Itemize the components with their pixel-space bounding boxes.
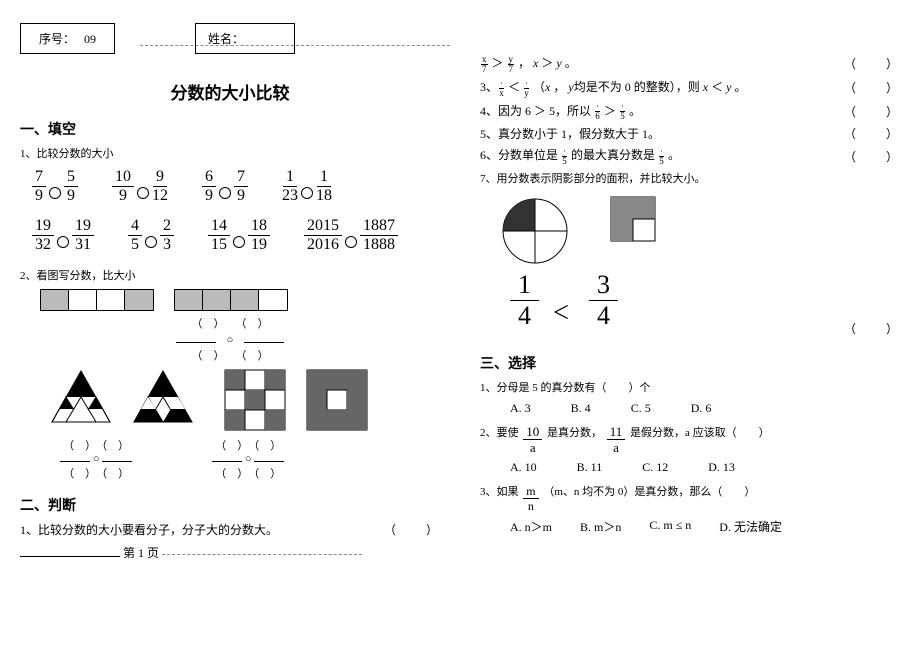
frac-pair: 7959	[30, 169, 80, 204]
big-frac-a: 14	[510, 272, 539, 329]
frac-pair: 2015201618871888	[302, 218, 400, 253]
opt: D. 13	[708, 460, 735, 475]
strip-answer-row: （ ） （ ） ○ （ ） （ ）	[20, 315, 440, 363]
lt-sign: ＜	[552, 299, 570, 325]
r-item-4: 4、因为 6 ＞ 5，所以 ·6 ＞ ·5 。（ ）	[480, 102, 900, 122]
compare-circle	[49, 187, 61, 199]
small-square-icon	[610, 196, 656, 242]
r-item-7: 7、用分数表示阴影部分的面积，并比较大小。	[480, 170, 900, 186]
name-box: 姓名：	[195, 23, 295, 54]
s3-text: 3、如果 mn （m、n 均不为 0）是真分数，那么（ ）	[480, 483, 900, 512]
strips-row	[40, 289, 440, 311]
square-b	[306, 369, 368, 431]
q1-label: 1、比较分数的大小	[20, 145, 440, 161]
page-title: 分数的大小比较	[20, 79, 440, 104]
opt: C. m ≤ n	[649, 518, 691, 535]
s1-opts: A. 3 B. 4 C. 5 D. 6	[510, 401, 900, 416]
section-3-title: 三、选择	[480, 353, 900, 373]
shape-answer-row: （ ） （ ） ○ （ ） （ ） （ ） （ ） ○ （ ） （ ）	[60, 435, 440, 483]
pie-sq-row	[500, 196, 900, 266]
tri-sq-row	[50, 369, 440, 431]
s2-opts: A. 10 B. 11 C. 12 D. 13	[510, 460, 900, 475]
opt: A. 10	[510, 460, 537, 475]
big-frac-b: 34	[589, 272, 618, 329]
s2-text: 2、要使 10a 是真分数， 11a 是假分数，a 应该取（ ）	[480, 424, 900, 454]
judge-1: 1、比较分数的大小要看分子，分子大的分数大。 （ ）	[20, 521, 440, 538]
opt: B. 11	[577, 460, 603, 475]
frac-pair: 109912	[110, 169, 170, 204]
r-item-2: x7 ＞ y7 ， x ＞ y 。（ ）	[480, 54, 900, 74]
triangle-a	[50, 369, 112, 424]
s3-opts: A. n＞m B. m＞n C. m ≤ n D. 无法确定	[510, 518, 900, 535]
r-item-5: 5、真分数小于 1，假分数大于 1。（ ）	[480, 125, 900, 142]
section-2-title: 二、判断	[20, 495, 440, 515]
paren-blank: （ ）	[384, 521, 440, 538]
judge-1-text: 1、比较分数的大小要看分子，分子大的分数大。	[20, 521, 278, 538]
opt: D. 6	[691, 401, 712, 416]
serial-label: 序号：	[39, 32, 75, 46]
r-item-6: 6、分数单位是 ·5 的最大真分数是 ·5 。（ ）	[480, 146, 900, 166]
frac-row-1: 7959 109912 6979 123118	[30, 169, 440, 204]
opt: A. 3	[510, 401, 531, 416]
opt: B. m＞n	[580, 518, 621, 535]
section-1-title: 一、填空	[20, 119, 440, 139]
serial-box: 序号： 09	[20, 23, 115, 54]
frac-pair: 4523	[126, 218, 176, 253]
strip-a	[40, 289, 154, 311]
header-row: 序号： 09 姓名：	[20, 23, 440, 54]
footer-text: 第 1 页	[123, 546, 159, 560]
serial-value: 09	[84, 32, 96, 46]
opt: B. 4	[571, 401, 591, 416]
q2-label: 2、看图写分数，比大小	[20, 267, 440, 283]
r-item-3: 3、·x ＜ ·y （x ， y均是不为 0 的整数），则 x ＜ y 。（ ）	[480, 78, 900, 98]
opt: D. 无法确定	[719, 518, 782, 535]
triangle-b	[132, 369, 194, 424]
name-label: 姓名：	[208, 32, 244, 46]
frac-pair: 6979	[200, 169, 250, 204]
opt: C. 5	[631, 401, 651, 416]
frac-pair: 123118	[280, 169, 334, 204]
footer: 第 1 页	[20, 544, 440, 561]
strip-b	[174, 289, 288, 311]
frac-pair: 14151819	[206, 218, 272, 253]
opt: A. n＞m	[510, 518, 552, 535]
pie-icon	[500, 196, 570, 266]
frac-pair: 19321931	[30, 218, 96, 253]
frac-row-2: 19321931 4523 14151819 2015201618871888	[30, 218, 440, 253]
s1-text: 1、分母是 5 的真分数有（ ）个	[480, 379, 900, 395]
opt: C. 12	[642, 460, 668, 475]
square-a	[224, 369, 286, 431]
